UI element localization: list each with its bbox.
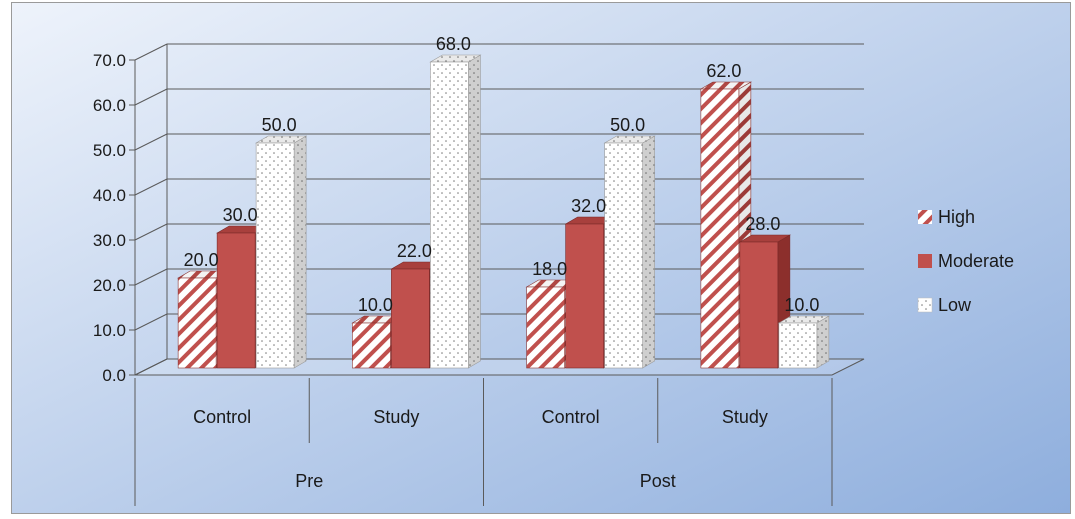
legend-label: Moderate [938,251,1014,271]
x-category-label: Control [542,407,600,427]
y-tick-label: 0.0 [102,366,126,385]
y-tick-label: 10.0 [93,321,126,340]
bar-side-face [816,315,830,369]
bar-front-face [778,322,818,369]
data-labels: 20.0 30.0 50.0 10.0 22.0 68.0 18.0 32.0 50.0 62.0… [184,34,820,315]
chart-background [12,3,1070,513]
bar-low-0 [255,135,308,369]
gridline-side [134,178,168,196]
bar-side-face [293,135,307,369]
gridline-side [134,43,168,61]
data-label: 32.0 [571,196,606,216]
data-label: 68.0 [436,34,471,54]
gridline-side [134,313,168,331]
legend-label: High [938,207,975,227]
data-label: 50.0 [262,115,297,135]
data-label: 22.0 [397,241,432,261]
bar-front-face [216,232,256,369]
data-label: 18.0 [532,259,567,279]
legend-item-low: Low [917,295,972,315]
x-category-label: Study [722,407,768,427]
x-axis: Control Study Control Study Pre Post [134,378,833,506]
bar-front-face [430,61,469,369]
bar-low-2 [603,135,656,369]
bars [177,54,830,369]
data-label: 62.0 [706,61,741,81]
y-tick-label: 40.0 [93,186,126,205]
bar-front-face [391,268,430,369]
bar-front-face [177,277,217,369]
gridline-side [134,358,168,376]
legend-swatch [918,254,932,268]
bar-high-3 [699,81,752,369]
legend-label: Low [938,295,972,315]
chart-frame: 0.0 10.0 20.0 30.0 40.0 50.0 60.0 70.0 20.0 30.0… [11,2,1071,514]
legend-swatch [917,297,933,313]
gridline-side [134,133,168,151]
legend: High Moderate Low [917,207,1014,315]
legend-item-moderate: Moderate [918,251,1014,271]
bar-front-face [700,88,740,369]
bar-front-face [255,142,295,369]
gridline-side [134,268,168,286]
legend-item-high: High [918,207,975,227]
data-label: 30.0 [223,205,258,225]
y-tick-label: 50.0 [93,141,126,160]
bar-side-face [642,135,655,369]
bar-front-face [604,142,643,369]
y-tick-label: 30.0 [93,231,126,250]
x-category-label: Study [373,407,419,427]
bar-front-face [565,223,604,369]
data-label: 50.0 [610,115,645,135]
y-tick-label: 70.0 [93,51,126,70]
y-axis: 0.0 10.0 20.0 30.0 40.0 50.0 60.0 70.0 [93,51,136,385]
bar-front-face [739,241,779,369]
chart-svg: 0.0 10.0 20.0 30.0 40.0 50.0 60.0 70.0 20.0 30.0… [12,3,1070,513]
bar-side-face [468,54,481,369]
bar-front-face [526,286,565,369]
gridline-side [134,223,168,241]
gridline-side [134,88,168,106]
data-label: 10.0 [784,295,819,315]
data-label: 20.0 [184,250,219,270]
data-label: 10.0 [358,295,393,315]
data-label: 28.0 [745,214,780,234]
x-group-label: Pre [295,471,323,491]
bar-low-3 [777,315,830,369]
y-tick-label: 60.0 [93,96,126,115]
x-group-label: Post [640,471,676,491]
x-category-label: Control [193,407,251,427]
y-tick-label: 20.0 [93,276,126,295]
bar-front-face [352,322,391,369]
legend-swatch [918,210,932,224]
bar-low-1 [429,54,482,369]
